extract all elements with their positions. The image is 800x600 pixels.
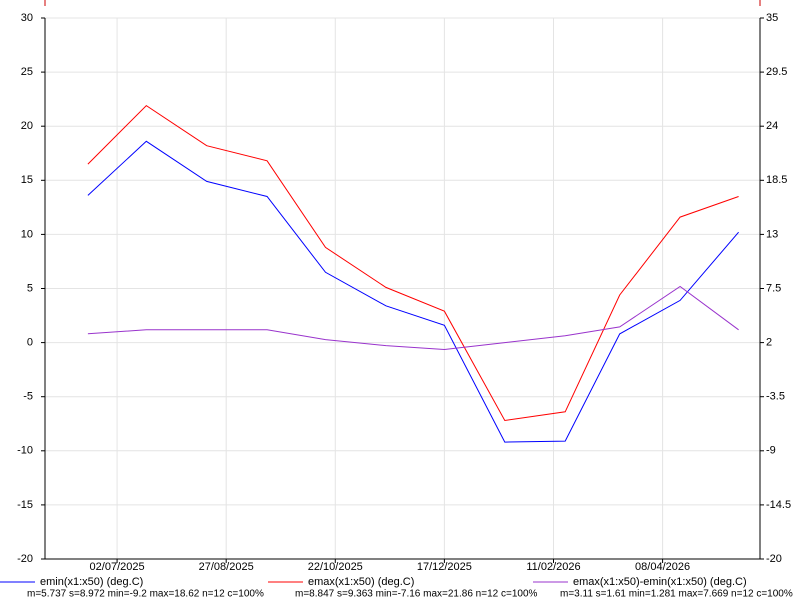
x-tick-label: 17/12/2025 [417, 561, 472, 573]
legend-label: emin(x1:x50) (deg.C) [40, 576, 143, 588]
legend-stats: m=8.847 s=9.363 min=-7.16 max=21.86 n=12… [295, 589, 538, 600]
y2-tick-label: -9 [766, 445, 776, 457]
y-tick-label: 25 [21, 66, 33, 78]
y2-tick-label: 7.5 [766, 282, 781, 294]
y-tick-label: 20 [21, 120, 33, 132]
y2-tick-label: 13 [766, 228, 778, 240]
y2-tick-label: 35 [766, 12, 778, 24]
y-tick-label: 5 [27, 282, 33, 294]
y2-tick-label: 18.5 [766, 174, 787, 186]
y2-tick-label: -20 [766, 553, 782, 565]
y-tick-label: -15 [17, 499, 33, 511]
y2-tick-label: -3.5 [766, 391, 785, 403]
x-tick-label: 22/10/2025 [308, 561, 363, 573]
x-tick-label: 02/07/2025 [90, 561, 145, 573]
series-line [87, 140, 739, 443]
y2-tick-label: -14.5 [766, 499, 791, 511]
y2-tick-label: 24 [766, 120, 778, 132]
y-tick-label: 15 [21, 174, 33, 186]
y-tick-label: -20 [17, 553, 33, 565]
y-tick-label: -5 [23, 391, 33, 403]
y-tick-label: 0 [27, 337, 33, 349]
y-tick-label: -10 [17, 445, 33, 457]
y-tick-label: 30 [21, 12, 33, 24]
legend-stats: m=3.11 s=1.61 min=1.281 max=7.669 n=12 c… [560, 589, 793, 600]
y-tick-label: 10 [21, 228, 33, 240]
legend-stats: m=5.737 s=8.972 min=-9.2 max=18.62 n=12 … [27, 589, 264, 600]
x-tick-label: 08/04/2026 [635, 561, 690, 573]
x-tick-label: 11/02/2026 [526, 561, 580, 573]
y2-tick-label: 29.5 [766, 66, 787, 78]
series-line [87, 285, 739, 351]
legend-label: emax(x1:x50)-emin(x1:x50) (deg.C) [573, 576, 747, 588]
legend-label: emax(x1:x50) (deg.C) [308, 576, 414, 588]
y2-tick-label: 2 [766, 337, 772, 349]
x-tick-label: 27/08/2025 [199, 561, 254, 573]
series-line [87, 104, 739, 422]
